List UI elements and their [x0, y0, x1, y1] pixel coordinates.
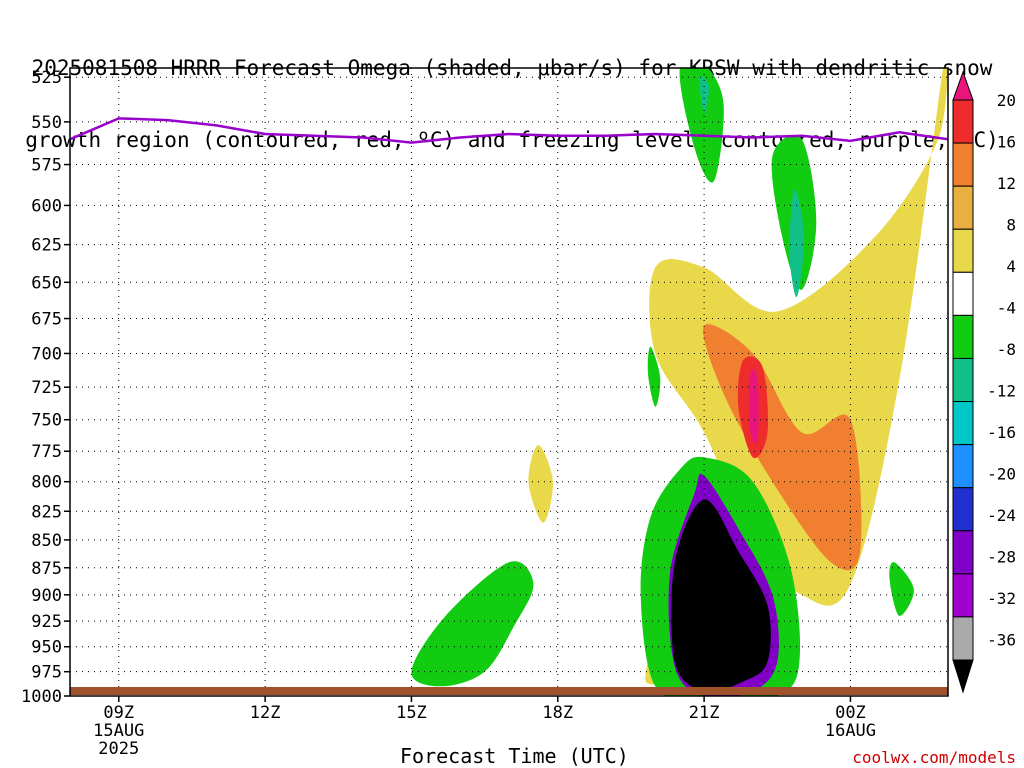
- y-tick-label-975: 975: [31, 663, 62, 683]
- colorbar-label-12: -32: [987, 589, 1016, 608]
- plot-frame: [69, 67, 949, 697]
- y-tick-label-950: 950: [31, 638, 62, 658]
- omega-region-12: [749, 369, 759, 444]
- colorbar-bottom-arrow: [952, 659, 974, 694]
- omega-region-15: [671, 499, 771, 692]
- colorbar-box-0: [952, 99, 974, 144]
- x-tick-label-24-1: 16AUG: [825, 721, 876, 741]
- omega-region-4: [647, 346, 661, 407]
- colorbar-box-4: [952, 271, 974, 316]
- freezing-level-line: [70, 117, 948, 144]
- x-tick-label-24-0: 00Z: [835, 703, 866, 723]
- x-tick-label-12-0: 12Z: [250, 703, 281, 723]
- colorbar-box-3: [952, 228, 974, 273]
- omega-region-8: [411, 561, 534, 687]
- title-line-2: growth region (contoured, red, ºC) and f…: [25, 128, 999, 152]
- colorbar-label-10: -24: [987, 506, 1016, 525]
- colorbar-label-11: -28: [987, 547, 1016, 566]
- y-tick-label-925: 925: [31, 612, 62, 632]
- y-tick-label-1000: 1000: [21, 687, 62, 707]
- x-axis-label: Forecast Time (UTC): [400, 744, 629, 768]
- y-tick-label-900: 900: [31, 586, 62, 606]
- x-tick-label-9-0: 09Z: [103, 703, 134, 723]
- y-tick-label-525: 525: [31, 68, 62, 88]
- colorbar-label-13: -36: [987, 630, 1016, 649]
- y-tick-label-700: 700: [31, 344, 62, 364]
- y-tick-label-575: 575: [31, 156, 62, 176]
- colorbar-box-11: [952, 573, 974, 618]
- y-tick-label-750: 750: [31, 411, 62, 431]
- y-tick-label-875: 875: [31, 559, 62, 579]
- colorbar-label-5: -4: [997, 298, 1016, 317]
- colorbar-box-10: [952, 530, 974, 575]
- y-tick-label-650: 650: [31, 273, 62, 293]
- y-tick-label-850: 850: [31, 531, 62, 551]
- x-tick-label-21-0: 21Z: [689, 703, 720, 723]
- ground-strip: [70, 687, 948, 695]
- omega-region-0: [679, 68, 724, 183]
- colorbar-box-12: [952, 616, 974, 661]
- colorbar-label-3: 8: [1006, 215, 1016, 234]
- y-tick-label-775: 775: [31, 442, 62, 462]
- y-tick-label-825: 825: [31, 502, 62, 522]
- x-tick-label-9-2: 2025: [98, 739, 139, 759]
- colorbar-box-6: [952, 357, 974, 403]
- colorbar-label-1: 16: [997, 132, 1016, 151]
- y-tick-label-600: 600: [31, 196, 62, 216]
- y-tick-label-725: 725: [31, 378, 62, 398]
- omega-region-5: [528, 445, 553, 523]
- colorbar-label-7: -12: [987, 381, 1016, 400]
- colorbar-label-2: 12: [997, 174, 1016, 193]
- colorbar-label-4: 4: [1006, 257, 1016, 276]
- omega-regions: [411, 68, 948, 696]
- colorbar-label-0: 20: [997, 91, 1016, 110]
- colorbar-label-8: -16: [987, 423, 1016, 442]
- colorbar-box-5: [952, 314, 974, 359]
- omega-region-3: [789, 189, 805, 298]
- omega-region-7: [889, 562, 914, 617]
- y-tick-label-800: 800: [31, 473, 62, 493]
- colorbar-box-8: [952, 444, 974, 489]
- y-tick-label-675: 675: [31, 310, 62, 330]
- omega-region-1: [699, 75, 710, 114]
- x-tick-label-18-0: 18Z: [542, 703, 573, 723]
- y-tick-label-550: 550: [31, 113, 62, 133]
- colorbar-box-7: [952, 401, 974, 446]
- x-tick-label-15-0: 15Z: [396, 703, 427, 723]
- colorbar-label-9: -20: [987, 464, 1016, 483]
- credit-link[interactable]: coolwx.com/models: [852, 748, 1016, 767]
- colorbar-box-9: [952, 487, 974, 532]
- colorbar-box-2: [952, 185, 974, 230]
- x-tick-label-9-1: 15AUG: [93, 721, 144, 741]
- colorbar-top-arrow: [952, 70, 974, 101]
- colorbar-box-1: [952, 142, 974, 187]
- y-tick-label-625: 625: [31, 236, 62, 256]
- colorbar-label-6: -8: [997, 340, 1016, 359]
